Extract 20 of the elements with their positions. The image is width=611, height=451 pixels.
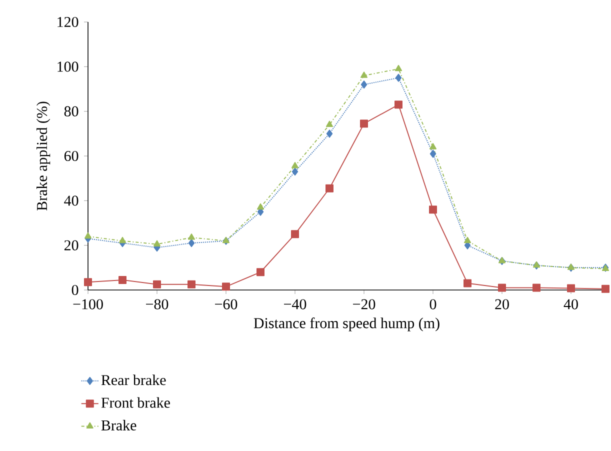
y-axis-title: Brake applied (%) xyxy=(36,102,50,211)
x-tick-label: −80 xyxy=(146,299,168,310)
y-tick-label: 60 xyxy=(64,150,78,162)
x-tick-label: −40 xyxy=(284,299,306,310)
x-tick-label: −20 xyxy=(353,299,376,310)
legend-label: Rear brake xyxy=(101,374,166,386)
x-tick-label: −60 xyxy=(215,299,238,310)
y-tick-label: 0 xyxy=(72,284,78,296)
y-tick-label: 20 xyxy=(64,240,78,250)
x-tick-label: 20 xyxy=(495,299,509,310)
x-tick-label: 40 xyxy=(564,299,578,310)
y-tick-label: 80 xyxy=(64,106,78,116)
y-tick-label: 120 xyxy=(58,16,78,28)
y-tick-label: 40 xyxy=(64,196,78,206)
legend-label: Front brake xyxy=(101,397,170,408)
x-axis-title: Distance from speed hump (m) xyxy=(254,318,440,332)
y-tick-label: 100 xyxy=(58,62,78,72)
x-tick-label: −100 xyxy=(73,299,103,310)
x-tick-label: 0 xyxy=(430,299,436,310)
legend-label: Brake xyxy=(101,420,136,430)
